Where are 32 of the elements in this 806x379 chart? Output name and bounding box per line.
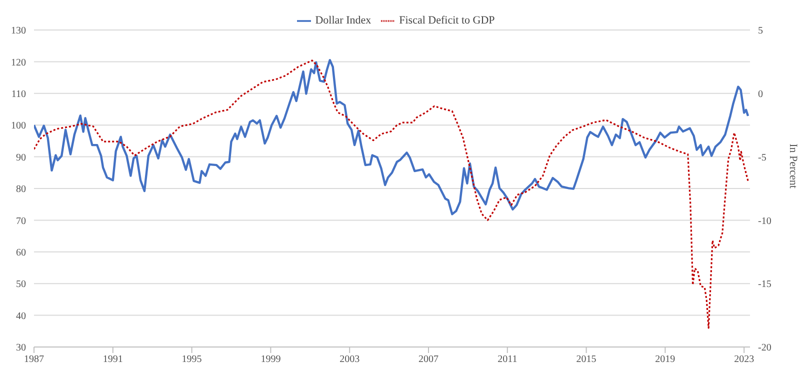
y-tick-label: 80 (16, 184, 26, 196)
x-tick-label: 2007 (418, 354, 438, 366)
line-series (34, 59, 750, 216)
y2-axis-title: In Percent (787, 144, 800, 188)
y-tick-label: 120 (11, 57, 26, 68)
x-tick-label: 1987 (24, 354, 44, 366)
y-tick-label: 60 (16, 247, 26, 258)
x-tick-label: 2011 (498, 354, 518, 366)
y2-tick-label: -20 (758, 342, 772, 354)
y-tick-label: 90 (16, 152, 26, 164)
x-tick-label: 2015 (576, 354, 596, 366)
y-tick-label: 30 (16, 342, 26, 354)
line-series (34, 60, 749, 329)
y-tick-label: 130 (11, 26, 26, 37)
y2-tick-label: 0 (758, 88, 763, 100)
y-tick-label: 70 (16, 216, 26, 227)
y-tick-label: 110 (11, 88, 26, 100)
x-tick-label: 2023 (734, 354, 754, 366)
x-tick-label: 1999 (260, 354, 281, 366)
x-tick-label: 2019 (655, 354, 676, 366)
y-tick-label: 40 (16, 310, 26, 322)
x-tick-label: 1995 (182, 354, 202, 366)
y2-tick-label: 5 (758, 26, 763, 37)
legend-label: Fiscal Deficit to GDP (399, 14, 495, 27)
y-tick-label: 100 (11, 120, 26, 132)
x-tick-label: 2003 (340, 354, 360, 366)
y2-tick-label: -5 (758, 152, 766, 164)
x-tick-label: 1991 (102, 354, 123, 366)
y2-tick-label: -15 (758, 279, 772, 290)
y2-tick-label: -10 (758, 216, 772, 227)
y-tick-label: 50 (16, 279, 26, 290)
legend-label: Dollar Index (315, 14, 372, 27)
